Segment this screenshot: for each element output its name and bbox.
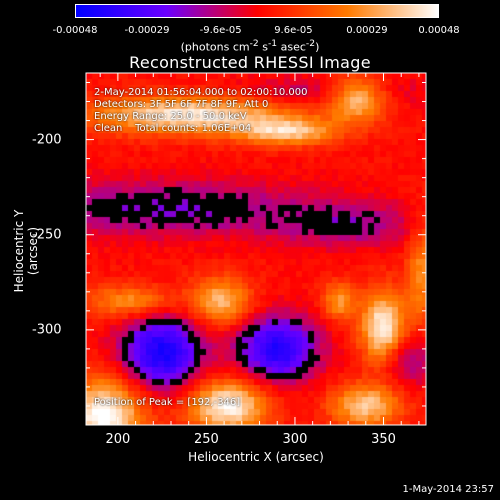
plot-frame xyxy=(85,72,427,426)
colorbar xyxy=(75,4,439,18)
colorbar-tick-label: -0.00029 xyxy=(124,25,170,36)
info-time-range: 2-May-2014 01:56:04.000 to 02:00:10.000 xyxy=(94,87,308,98)
x-tick-label: 350 xyxy=(371,432,396,447)
info-energy: Energy Range: 25.0 - 50.0 keV xyxy=(94,111,247,122)
rhessi-image-heatmap xyxy=(86,73,426,425)
y-tick-label: -250 xyxy=(32,227,62,243)
colorbar-tick-label: 9.6e-05 xyxy=(274,25,313,36)
plot-axes xyxy=(85,72,427,426)
y-tick-label: -300 xyxy=(32,322,62,338)
colorbar-units: (photons cm-2 s-1 asec-2) xyxy=(180,38,320,54)
info-clean: Clean Total counts: 1.06E+04 xyxy=(94,123,252,134)
colorbar-tick-label: -0.00048 xyxy=(52,25,98,36)
info-detectors: Detectors: 3F 5F 6F 7F 8F 9F, Att 0 xyxy=(94,99,269,110)
x-tick-label: 300 xyxy=(282,432,308,447)
colorbar-tick-label: 0.00048 xyxy=(418,25,460,36)
y-tick-label: -200 xyxy=(32,132,62,148)
colorbar-tick-label: -9.6e-05 xyxy=(199,25,242,36)
plot-timestamp: 1-May-2014 23:57 xyxy=(402,484,494,495)
x-tick-label: 250 xyxy=(193,432,219,447)
x-axis-label: Heliocentric X (arcsec) xyxy=(188,450,324,464)
y-axis-label: Heliocentric Y (arcsec) xyxy=(12,209,40,293)
info-peak-position: Position of Peak = [192,-346] xyxy=(94,397,241,408)
x-tick-label: 200 xyxy=(105,432,131,447)
colorbar-tick-label: 0.00029 xyxy=(346,25,388,36)
chart-title: Reconstructed RHESSI Image xyxy=(129,53,371,72)
